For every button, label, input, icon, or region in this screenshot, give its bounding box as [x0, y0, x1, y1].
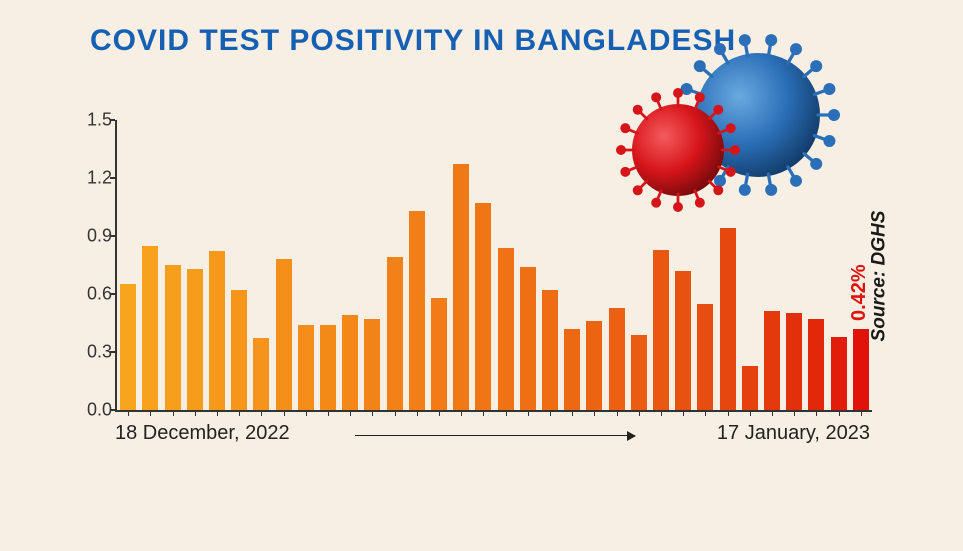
bar [342, 315, 358, 410]
xtick-mark [816, 410, 817, 416]
bar [631, 335, 647, 410]
bar [187, 269, 203, 410]
xtick-mark [372, 410, 373, 416]
xtick-mark [461, 410, 462, 416]
bar [142, 246, 158, 410]
bar [542, 290, 558, 410]
xtick-mark [617, 410, 618, 416]
xtick-mark [417, 410, 418, 416]
xtick-mark [594, 410, 595, 416]
ytick-label: 0.0 [87, 400, 112, 421]
infographic-page: COVID TEST POSITIVITY IN BANGLADESH Sour… [0, 0, 963, 551]
xtick-mark [572, 410, 573, 416]
xtick-mark [705, 410, 706, 416]
xtick-mark [195, 410, 196, 416]
bar [764, 311, 780, 410]
x-axis-arrow [355, 435, 635, 436]
xtick-mark [150, 410, 151, 416]
bar [320, 325, 336, 410]
xtick-mark [239, 410, 240, 416]
bar [453, 164, 469, 410]
xtick-mark [750, 410, 751, 416]
bar [564, 329, 580, 410]
last-bar-callout: 0.42% [848, 264, 871, 321]
bar [387, 257, 403, 410]
xtick-mark [772, 410, 773, 416]
xtick-mark [506, 410, 507, 416]
xtick-mark [728, 410, 729, 416]
xtick-mark [395, 410, 396, 416]
bar [808, 319, 824, 410]
xtick-mark [128, 410, 129, 416]
plot-area: 0.42% [115, 120, 872, 412]
xtick-mark [683, 410, 684, 416]
xtick-mark [794, 410, 795, 416]
bars-container: 0.42% [117, 120, 872, 410]
x-axis-end-label: 17 January, 2023 [717, 422, 870, 445]
ytick-label: 0.9 [87, 226, 112, 247]
xtick-mark [261, 410, 262, 416]
bar [586, 321, 602, 410]
xtick-mark [173, 410, 174, 416]
bar [853, 329, 869, 410]
bar [742, 366, 758, 410]
bar [120, 284, 136, 410]
xtick-mark [350, 410, 351, 416]
ytick-label: 1.5 [87, 110, 112, 131]
bar [431, 298, 447, 410]
bar [165, 265, 181, 410]
bar-chart: 0.0 0.3 0.6 0.9 1.2 1.5 0.42% 18 December, 20… [60, 110, 880, 450]
xtick-mark [861, 410, 862, 416]
bar [209, 251, 225, 410]
bar [697, 304, 713, 410]
bar [276, 259, 292, 410]
bar [720, 228, 736, 410]
xtick-mark [328, 410, 329, 416]
xtick-mark [439, 410, 440, 416]
bar [498, 248, 514, 410]
xtick-mark [839, 410, 840, 416]
xtick-mark [639, 410, 640, 416]
x-axis-labels: 18 December, 2022 17 January, 2023 [115, 422, 870, 452]
bar [609, 308, 625, 410]
xtick-mark [483, 410, 484, 416]
bar [253, 338, 269, 410]
xtick-mark [217, 410, 218, 416]
xtick-mark [661, 410, 662, 416]
ytick-label: 0.3 [87, 342, 112, 363]
bar [298, 325, 314, 410]
bar [409, 211, 425, 410]
xtick-mark [550, 410, 551, 416]
bar [653, 250, 669, 410]
bar [675, 271, 691, 410]
bar [231, 290, 247, 410]
xtick-mark [284, 410, 285, 416]
ytick-label: 0.6 [87, 284, 112, 305]
xtick-mark [306, 410, 307, 416]
bar [364, 319, 380, 410]
bar [475, 203, 491, 410]
ytick-label: 1.2 [87, 168, 112, 189]
bar [520, 267, 536, 410]
x-axis-start-label: 18 December, 2022 [115, 422, 290, 445]
bar [831, 337, 847, 410]
bar [786, 313, 802, 410]
xtick-mark [528, 410, 529, 416]
